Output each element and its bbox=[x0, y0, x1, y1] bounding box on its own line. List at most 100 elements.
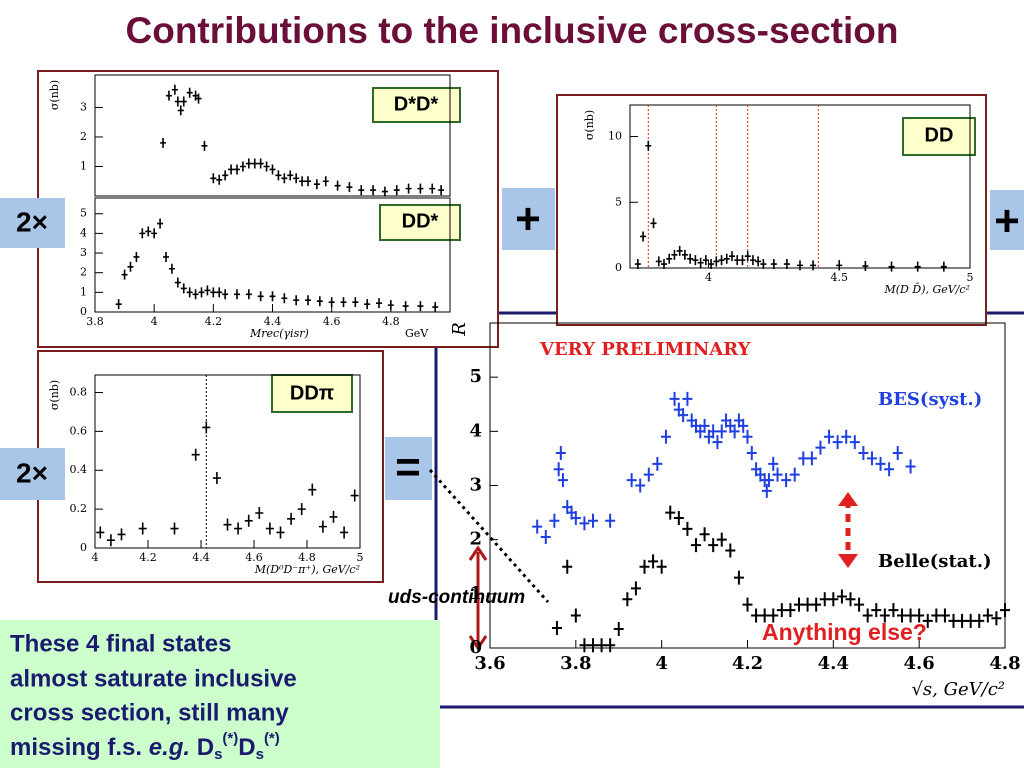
data-point bbox=[180, 283, 187, 294]
data-point bbox=[276, 526, 285, 539]
data-point bbox=[639, 559, 650, 574]
data-point bbox=[138, 522, 147, 535]
data-point bbox=[223, 518, 232, 531]
data-point bbox=[716, 424, 727, 439]
x-tick-label: 4.2 bbox=[732, 653, 763, 674]
data-point bbox=[174, 277, 181, 288]
data-point bbox=[195, 93, 202, 104]
data-point bbox=[293, 295, 300, 306]
data-point bbox=[180, 96, 187, 107]
data-point bbox=[819, 592, 830, 607]
data-point bbox=[133, 251, 140, 262]
data-point bbox=[163, 251, 169, 262]
data-point bbox=[738, 418, 749, 433]
data-point bbox=[783, 259, 790, 270]
data-point bbox=[96, 526, 105, 539]
data-point bbox=[739, 255, 746, 266]
data-point bbox=[794, 597, 804, 612]
data-point bbox=[579, 638, 590, 653]
data-point bbox=[313, 179, 320, 190]
data-point bbox=[708, 538, 719, 553]
y-tick-label: 5 bbox=[80, 207, 87, 220]
data-point bbox=[845, 592, 856, 607]
data-point bbox=[186, 87, 193, 98]
y-tick-label: 0.6 bbox=[70, 424, 88, 437]
data-point bbox=[281, 173, 288, 184]
data-point bbox=[759, 608, 770, 623]
data-point bbox=[202, 421, 211, 434]
data-point bbox=[914, 261, 921, 272]
x-tick-label: 3.8 bbox=[86, 315, 104, 328]
x-axis-label: M(D D̄), GeV/c² bbox=[884, 283, 971, 296]
data-point bbox=[257, 158, 264, 169]
data-point bbox=[596, 638, 607, 653]
y-tick-label: 0.2 bbox=[70, 502, 88, 515]
x-tick-label: 3.8 bbox=[560, 653, 591, 674]
data-point bbox=[643, 467, 654, 482]
operator-box bbox=[0, 448, 65, 500]
data-point bbox=[797, 260, 803, 271]
data-point bbox=[648, 554, 659, 569]
data-point bbox=[697, 257, 704, 268]
data-point bbox=[251, 158, 258, 169]
data-point bbox=[127, 261, 134, 272]
data-point bbox=[871, 603, 882, 618]
plot-frame bbox=[94, 74, 451, 197]
data-point bbox=[370, 185, 377, 196]
data-point bbox=[905, 459, 916, 474]
data-point bbox=[763, 473, 774, 488]
data-point bbox=[671, 249, 678, 260]
data-point bbox=[718, 255, 725, 266]
data-point bbox=[340, 297, 347, 308]
data-point bbox=[245, 158, 252, 169]
data-point bbox=[438, 185, 445, 196]
data-point bbox=[393, 185, 400, 196]
y-tick-label: 0 bbox=[469, 637, 482, 658]
y-tick-label: 2 bbox=[80, 130, 87, 143]
data-point bbox=[1000, 603, 1010, 618]
y-tick-label: 0 bbox=[615, 261, 622, 274]
data-point bbox=[798, 451, 809, 466]
data-point bbox=[746, 446, 757, 460]
data-point bbox=[836, 589, 847, 604]
data-point bbox=[364, 299, 371, 310]
x-tick-label: 4.8 bbox=[382, 315, 400, 328]
data-point bbox=[257, 291, 264, 302]
channel-label: DD* bbox=[402, 210, 439, 232]
note-example: s bbox=[256, 746, 264, 763]
label-box bbox=[379, 204, 461, 241]
data-point bbox=[308, 483, 317, 496]
operator: + bbox=[994, 197, 1020, 246]
data-point bbox=[551, 620, 562, 635]
note-line: missing f.s. bbox=[10, 734, 142, 761]
data-point bbox=[588, 638, 598, 653]
data-point bbox=[376, 298, 382, 309]
x-tick-label: 4 bbox=[655, 653, 668, 674]
note-line: almost saturate inclusive bbox=[10, 665, 297, 692]
data-point bbox=[553, 462, 564, 477]
data-point bbox=[139, 228, 146, 239]
data-point bbox=[957, 613, 968, 628]
data-point bbox=[661, 259, 667, 270]
data-point bbox=[222, 170, 229, 181]
data-point bbox=[299, 176, 306, 187]
data-point bbox=[673, 511, 684, 525]
x-tick-label: 4 bbox=[92, 551, 99, 564]
y-tick-label: 0 bbox=[80, 305, 87, 318]
data-point bbox=[650, 218, 657, 229]
y-axis-label: σ(nb) bbox=[583, 110, 596, 140]
slide-title: Contributions to the inclusive cross-sec… bbox=[126, 10, 899, 51]
x-tick-label: 4.6 bbox=[904, 653, 935, 674]
main-frame bbox=[434, 311, 1024, 709]
data-point bbox=[744, 251, 751, 262]
data-point bbox=[429, 183, 436, 194]
data-point bbox=[815, 440, 826, 455]
data-point bbox=[914, 608, 925, 623]
x-axis-label: M(D⁰D⁻π⁺), GeV/c² bbox=[254, 563, 360, 576]
plot-frame bbox=[94, 374, 361, 549]
data-point bbox=[755, 256, 762, 267]
channel-label: D*D* bbox=[394, 93, 439, 115]
data-point bbox=[652, 456, 663, 471]
x-tick-label: 4.4 bbox=[818, 653, 849, 674]
